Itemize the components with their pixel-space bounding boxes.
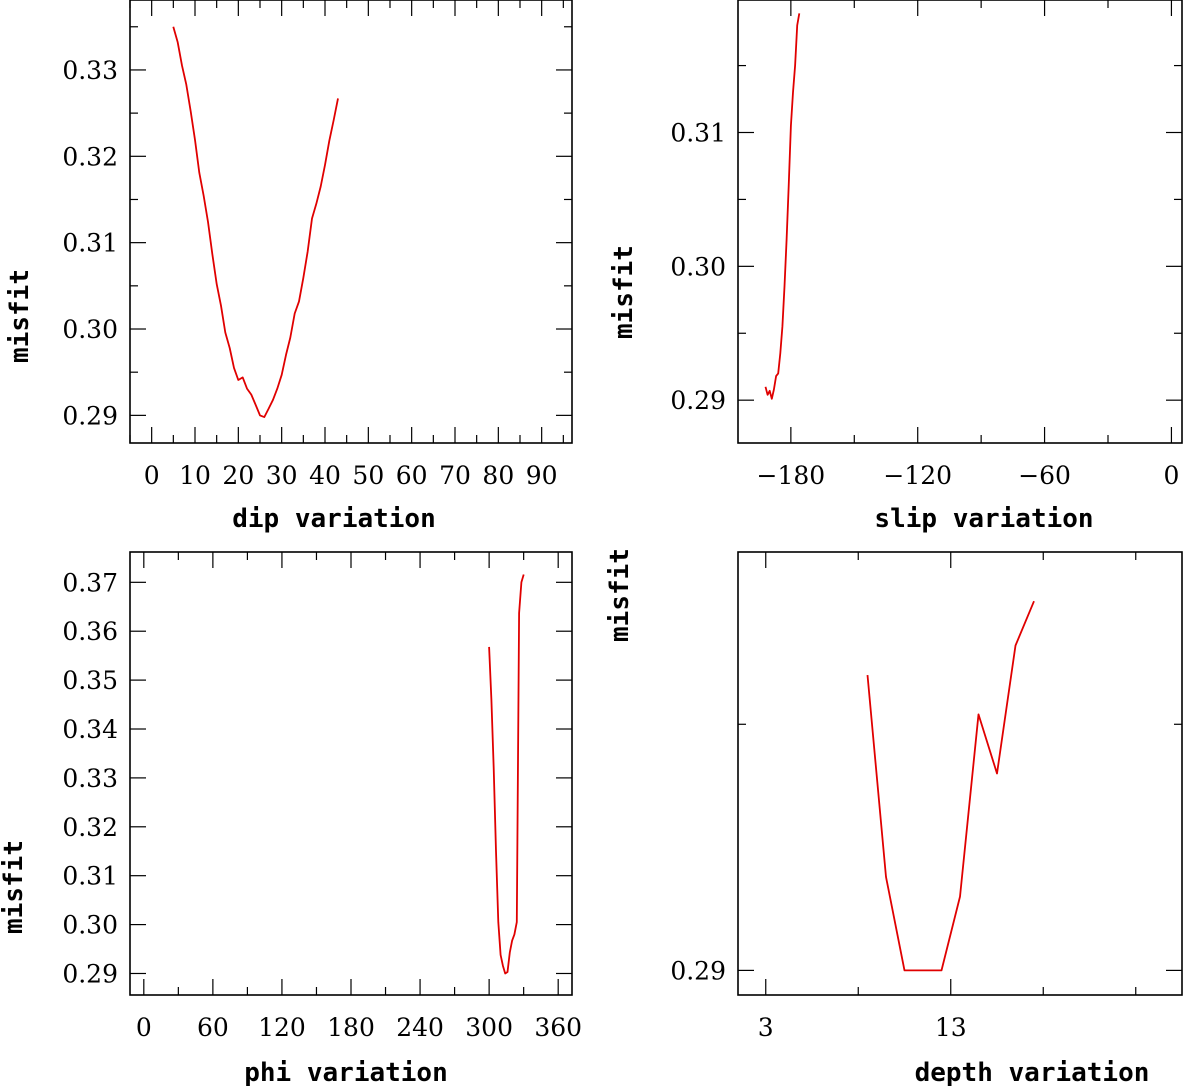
y-tick-label: 0.33	[62, 764, 118, 793]
series-line-1	[488, 574, 525, 975]
x-tick-label: 300	[465, 1013, 513, 1042]
y-axis-label: misfit	[605, 548, 635, 642]
chart-panel-3: 0 60 120 180 240 300 360 0.29 0.30 0.31 0.32 0.33 0.…	[0, 551, 582, 1086]
y-tick-label: 0.33	[62, 56, 118, 85]
x-tick-label: 360	[534, 1013, 582, 1042]
y-tick-label: 0.32	[62, 142, 118, 171]
y-axis-label: misfit	[5, 269, 35, 363]
plot-frame	[129, 551, 573, 996]
series-line-1	[866, 600, 1035, 972]
x-tick-label: 30	[266, 461, 298, 490]
series-line-1	[764, 13, 801, 400]
x-tick-label: 60	[197, 1013, 229, 1042]
y-axis-label: misfit	[0, 840, 29, 934]
y-tick-label: 0.29	[62, 401, 118, 430]
x-axis-label: slip variation	[874, 504, 1093, 534]
x-tick-label: 120	[258, 1013, 306, 1042]
y-tick-label: 0.34	[62, 715, 118, 744]
x-tick-label: −120	[883, 461, 952, 490]
x-tick-label: 3	[758, 1013, 774, 1042]
x-axis-label: depth variation	[915, 1058, 1150, 1086]
x-tick-label: 0	[1163, 461, 1179, 490]
x-tick-label: 10	[179, 461, 211, 490]
x-tick-label: 40	[309, 461, 341, 490]
x-tick-label: −180	[757, 461, 826, 490]
x-tick-label: 0	[136, 1013, 152, 1042]
y-tick-label: 0.29	[62, 959, 118, 988]
chart-panel-2: −180 −120 −60 0 0.29 0.30 0.31 slip variation mi…	[609, 0, 1183, 534]
y-tick-label: 0.36	[62, 617, 118, 646]
chart-panel-4: 3 13 0.29 depth variation misfit	[605, 548, 1183, 1086]
x-tick-label: 240	[396, 1013, 444, 1042]
x-tick-label: −60	[1018, 461, 1071, 490]
x-tick-label: 180	[327, 1013, 375, 1042]
x-tick-label: 60	[396, 461, 428, 490]
plot-frame	[737, 551, 1183, 996]
y-tick-label: 0.30	[62, 911, 118, 940]
x-tick-label: 50	[352, 461, 384, 490]
chart-panel-1: 0 10 20 30 40 50 60 70 80 90 0.29 0.30 0.31 0.32 0.33 d…	[5, 0, 573, 534]
x-tick-label: 0	[144, 461, 160, 490]
x-tick-label: 13	[935, 1013, 967, 1042]
y-tick-label: 0.31	[62, 229, 118, 258]
x-axis-label: dip variation	[232, 504, 436, 534]
y-tick-label: 0.29	[670, 386, 726, 415]
x-tick-label: 90	[526, 461, 558, 490]
y-tick-label: 0.30	[670, 252, 726, 281]
series-line-1	[172, 26, 339, 419]
y-tick-label: 0.30	[62, 315, 118, 344]
y-tick-label: 0.32	[62, 813, 118, 842]
plot-frame	[737, 0, 1183, 444]
x-tick-label: 70	[439, 461, 471, 490]
x-tick-label: 20	[222, 461, 254, 490]
plot-frame	[129, 0, 573, 444]
y-tick-label: 0.37	[62, 568, 118, 597]
y-tick-label: 0.35	[62, 666, 118, 695]
y-axis-label: misfit	[609, 245, 639, 339]
y-tick-label: 0.29	[670, 956, 726, 985]
y-tick-label: 0.31	[62, 862, 118, 891]
x-tick-label: 80	[482, 461, 514, 490]
y-tick-label: 0.31	[670, 118, 726, 147]
x-axis-label: phi variation	[244, 1058, 448, 1086]
